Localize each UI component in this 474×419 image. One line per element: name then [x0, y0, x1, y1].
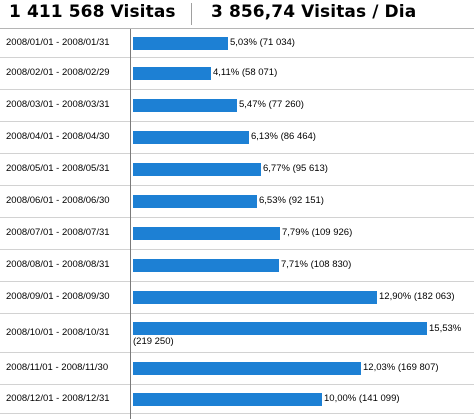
bar: [133, 393, 322, 406]
value-label: 5,03% (71 034): [230, 37, 295, 48]
column-separator: [130, 29, 131, 419]
value-label-continued: (219 250): [133, 336, 174, 347]
table-row: 2008/01/01 - 2008/01/31 5,03% (71 034): [0, 29, 474, 58]
period-label: 2008/07/01 - 2008/07/31: [6, 227, 110, 238]
bar: [133, 67, 211, 80]
period-label: 2008/05/01 - 2008/05/31: [6, 163, 110, 174]
bar: [133, 362, 361, 375]
period-label: 2008/02/01 - 2008/02/29: [6, 67, 110, 78]
table-row: 2008/10/01 - 2008/10/31 15,53% (219 250): [0, 314, 474, 353]
value-label: 12,03% (169 807): [363, 362, 439, 373]
value-label: 5,47% (77 260): [239, 99, 304, 110]
bar: [133, 163, 261, 176]
value-label: 4,11% (58 071): [213, 67, 278, 78]
period-label: 2008/12/01 - 2008/12/31: [6, 393, 110, 404]
value-label: 7,71% (108 830): [281, 259, 352, 270]
table-row: 2008/07/01 - 2008/07/31 7,79% (109 926): [0, 218, 474, 250]
table-row: 2008/05/01 - 2008/05/31 6,77% (95 613): [0, 154, 474, 186]
visits-per-day: 3 856,74 Visitas / Dia: [211, 2, 417, 22]
value-label: 7,79% (109 926): [282, 227, 353, 238]
period-label: 2008/10/01 - 2008/10/31: [6, 327, 110, 338]
header-divider: [191, 3, 192, 25]
value-label: 15,53%: [429, 323, 462, 334]
period-label: 2008/01/01 - 2008/01/31: [6, 37, 110, 48]
bar: [133, 259, 279, 272]
header-rule: [0, 28, 474, 29]
period-label: 2008/09/01 - 2008/09/30: [6, 291, 110, 302]
bar: [133, 227, 280, 240]
value-label: 10,00% (141 099): [324, 393, 400, 404]
value-label: 12,90% (182 063): [379, 291, 455, 302]
bar: [133, 131, 249, 144]
bar: [133, 291, 377, 304]
bar: [133, 99, 237, 112]
table-row: 2008/09/01 - 2008/09/30 12,90% (182 063): [0, 282, 474, 314]
bar: [133, 195, 257, 208]
period-label: 2008/06/01 - 2008/06/30: [6, 195, 110, 206]
value-label: 6,77% (95 613): [263, 163, 328, 174]
value-label: 6,53% (92 151): [259, 195, 324, 206]
table-row: 2008/03/01 - 2008/03/31 5,47% (77 260): [0, 90, 474, 122]
period-label: 2008/04/01 - 2008/04/30: [6, 131, 110, 142]
table-row: 2008/06/01 - 2008/06/30 6,53% (92 151): [0, 186, 474, 218]
bar: [133, 37, 228, 50]
period-label: 2008/11/01 - 2008/11/30: [6, 362, 109, 373]
bar: [133, 322, 427, 335]
table-row: 2008/11/01 - 2008/11/30 12,03% (169 807): [0, 353, 474, 385]
table-row: 2008/04/01 - 2008/04/30 6,13% (86 464): [0, 122, 474, 154]
table-row: 2008/12/01 - 2008/12/31 10,00% (141 099): [0, 385, 474, 414]
total-visits: 1 411 568 Visitas: [9, 2, 176, 22]
value-label: 6,13% (86 464): [251, 131, 316, 142]
table-row: 2008/02/01 - 2008/02/29 4,11% (58 071): [0, 58, 474, 90]
table-row: 2008/08/01 - 2008/08/31 7,71% (108 830): [0, 250, 474, 282]
period-label: 2008/03/01 - 2008/03/31: [6, 99, 110, 110]
period-label: 2008/08/01 - 2008/08/31: [6, 259, 110, 270]
summary-header: 1 411 568 Visitas 3 856,74 Visitas / Dia: [0, 0, 474, 29]
